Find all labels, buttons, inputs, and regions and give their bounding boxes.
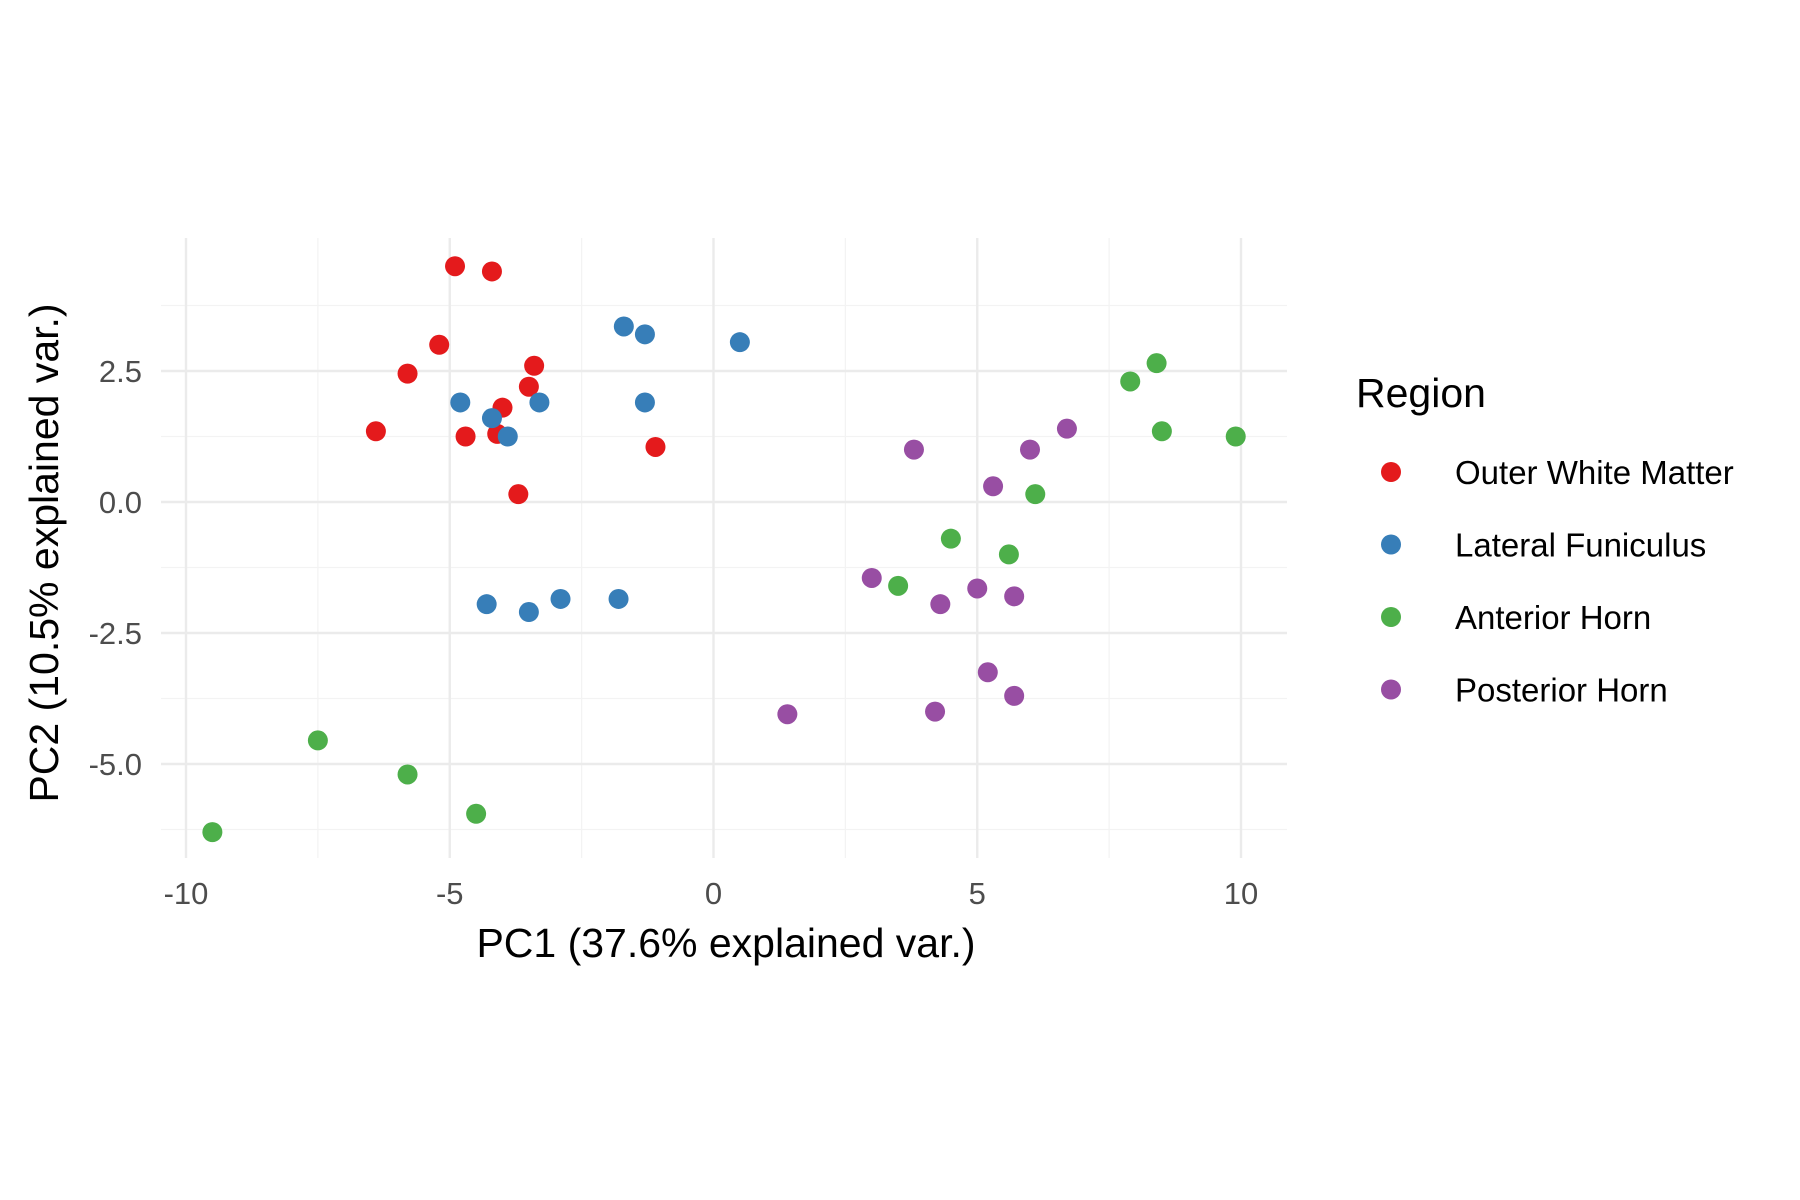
point-posterior-horn (930, 594, 951, 615)
point-outer-white-matter (397, 363, 418, 384)
x-tick-label: -5 (436, 876, 464, 911)
point-posterior-horn (777, 704, 798, 725)
point-anterior-horn (202, 822, 223, 843)
y-axis-ticks: -5.0 -2.5 0.0 2.5 (89, 354, 142, 782)
legend-key-outer-white-matter (1381, 462, 1401, 482)
point-posterior-horn (861, 567, 882, 588)
point-anterior-horn (1120, 371, 1141, 392)
point-lateral-funiculus (608, 588, 629, 609)
point-posterior-horn (977, 662, 998, 683)
legend-label-anterior-horn: Anterior Horn (1455, 599, 1651, 636)
point-posterior-horn (983, 476, 1004, 497)
x-tick-label: 0 (705, 876, 722, 911)
legend-key-anterior-horn (1381, 607, 1401, 627)
point-lateral-funiculus (550, 588, 571, 609)
point-outer-white-matter (645, 436, 666, 457)
point-outer-white-matter (445, 256, 466, 277)
point-lateral-funiculus (729, 332, 750, 353)
point-posterior-horn (1020, 439, 1040, 460)
y-tick-label: 2.5 (99, 354, 142, 389)
x-tick-label: 10 (1224, 876, 1258, 911)
y-tick-label: 0.0 (99, 485, 142, 520)
legend-label-lateral-funiculus: Lateral Funiculus (1455, 527, 1706, 564)
y-axis-title: PC2 (10.5% explained var.) (21, 303, 67, 802)
point-posterior-horn (967, 578, 988, 599)
point-outer-white-matter (429, 334, 450, 355)
point-lateral-funiculus (497, 426, 518, 447)
legend-title: Region (1356, 370, 1486, 416)
point-lateral-funiculus (634, 392, 655, 413)
point-posterior-horn (903, 439, 924, 460)
point-lateral-funiculus (634, 324, 655, 345)
point-outer-white-matter (455, 426, 476, 447)
point-anterior-horn (888, 575, 909, 596)
point-outer-white-matter (518, 376, 539, 397)
point-lateral-funiculus (481, 408, 502, 429)
point-lateral-funiculus (450, 392, 471, 413)
point-outer-white-matter (481, 261, 502, 282)
point-anterior-horn (1025, 484, 1046, 505)
point-posterior-horn (1004, 586, 1025, 607)
point-anterior-horn (1146, 353, 1167, 374)
grid (161, 238, 1287, 858)
point-anterior-horn (307, 730, 328, 751)
point-lateral-funiculus (476, 594, 497, 615)
legend-key-lateral-funiculus (1381, 534, 1401, 555)
legend-key-posterior-horn (1381, 679, 1401, 700)
legend: Region Outer White Matter Lateral Funicul… (1356, 370, 1734, 709)
y-tick-label: -5.0 (89, 747, 142, 782)
point-anterior-horn (1225, 426, 1246, 447)
point-lateral-funiculus (613, 316, 634, 337)
point-lateral-funiculus (529, 392, 550, 413)
point-anterior-horn (940, 528, 961, 549)
legend-label-posterior-horn: Posterior Horn (1455, 672, 1668, 709)
point-anterior-horn (466, 803, 487, 824)
point-anterior-horn (397, 764, 418, 785)
point-outer-white-matter (365, 421, 386, 442)
x-tick-label: 5 (969, 876, 986, 911)
point-anterior-horn (998, 544, 1019, 565)
point-outer-white-matter (524, 355, 545, 376)
data-points (202, 256, 1246, 843)
point-outer-white-matter (508, 484, 529, 505)
x-axis-ticks: -10 -5 0 5 10 (164, 876, 1259, 911)
y-tick-label: -2.5 (89, 616, 142, 651)
point-posterior-horn (1056, 418, 1077, 439)
legend-label-outer-white-matter: Outer White Matter (1455, 454, 1734, 491)
point-posterior-horn (925, 701, 946, 722)
x-tick-label: -10 (164, 876, 209, 911)
point-anterior-horn (1151, 421, 1172, 442)
point-lateral-funiculus (518, 602, 539, 623)
legend-items: Outer White Matter Lateral Funiculus Anter… (1381, 454, 1734, 709)
x-axis-title: PC1 (37.6% explained var.) (476, 920, 975, 966)
point-posterior-horn (1004, 685, 1025, 706)
